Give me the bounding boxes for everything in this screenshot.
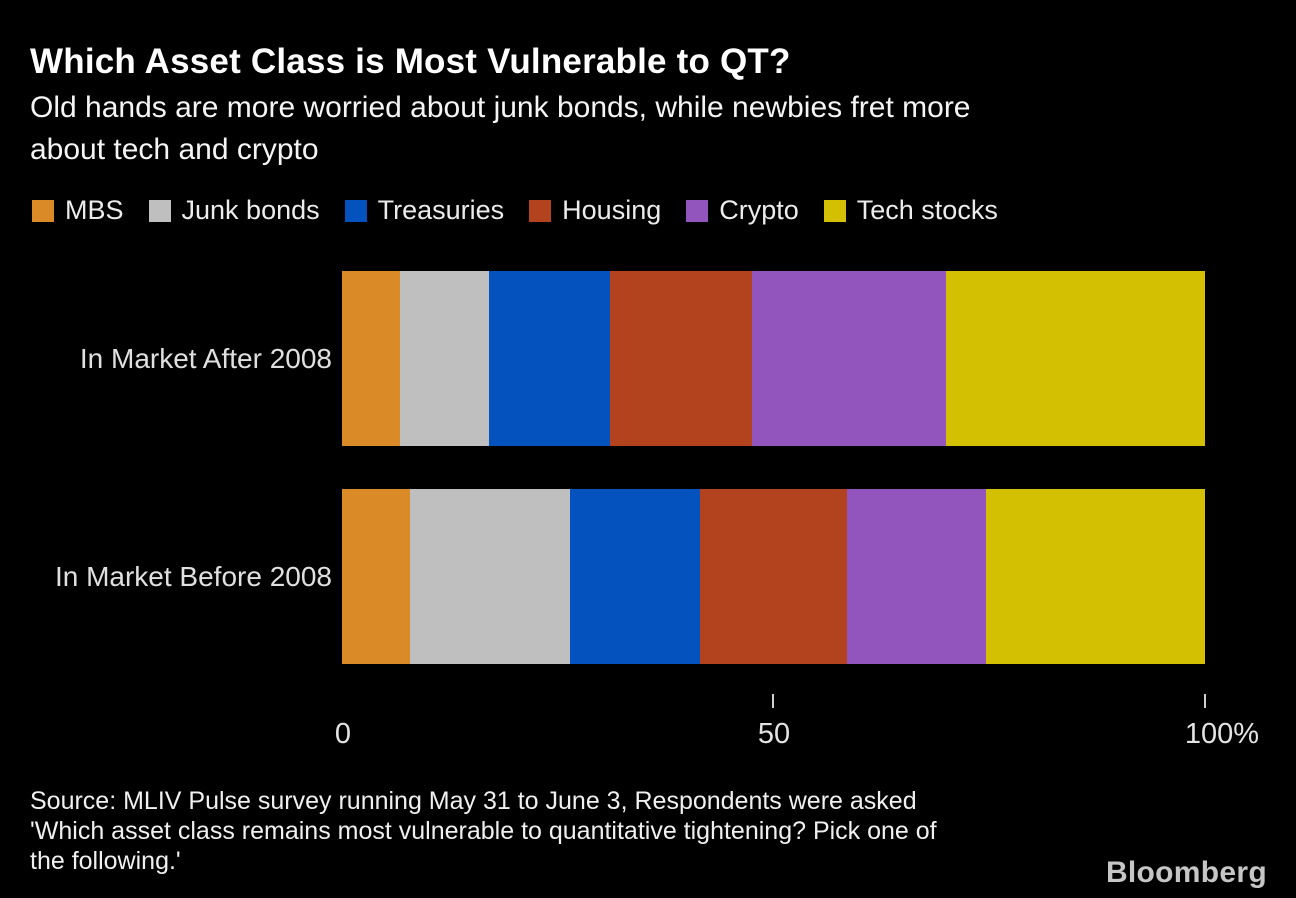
stacked-bar-after-2008	[342, 271, 1205, 446]
source-note: Source: MLIV Pulse survey running May 31…	[30, 786, 937, 876]
category-label-after-2008: In Market After 2008	[79, 343, 332, 374]
axis-label-100: 100%	[1184, 718, 1260, 750]
chart-legend: MBS Junk bonds Treasuries Housing Crypto…	[32, 195, 998, 226]
legend-swatch-housing-icon	[529, 199, 552, 222]
legend-item-junk-bonds: Junk bonds	[148, 195, 320, 226]
chart-subtitle-line-2: about tech and crypto	[30, 133, 319, 166]
legend-label-mbs: MBS	[65, 195, 124, 225]
legend-item-mbs: MBS	[32, 195, 124, 226]
bar-segment-junk-bonds	[399, 271, 489, 446]
legend-label-tech-stocks: Tech stocks	[856, 195, 998, 225]
bar-segment-tech-stocks	[985, 489, 1205, 664]
bar-segment-crypto	[751, 271, 947, 446]
legend-swatch-treasuries-icon	[344, 199, 367, 222]
category-label-before-2008: In Market Before 2008	[54, 561, 332, 592]
bloomberg-logo: Bloomberg	[1105, 856, 1267, 889]
legend-swatch-crypto-icon	[686, 199, 709, 222]
bar-segment-tech-stocks	[946, 271, 1205, 446]
legend-swatch-tech-stocks-icon	[823, 199, 846, 222]
axis-tick-50	[772, 694, 774, 708]
source-note-line-1: Source: MLIV Pulse survey running May 31…	[30, 787, 917, 815]
legend-label-crypto: Crypto	[719, 195, 799, 225]
legend-item-tech-stocks: Tech stocks	[823, 195, 998, 226]
legend-swatch-junk-bonds-icon	[148, 199, 171, 222]
legend-label-housing: Housing	[562, 195, 662, 225]
source-note-line-3: the following.'	[30, 847, 181, 875]
legend-label-junk-bonds: Junk bonds	[181, 195, 320, 225]
bar-segment-housing	[700, 489, 847, 664]
legend-swatch-mbs-icon	[32, 199, 54, 222]
bar-segment-treasuries	[569, 489, 701, 664]
chart-subtitle-line-1: Old hands are more worried about junk bo…	[30, 91, 971, 124]
bar-segment-mbs	[342, 489, 411, 664]
legend-item-housing: Housing	[529, 195, 661, 226]
legend-item-crypto: Crypto	[686, 195, 799, 226]
bar-segment-crypto	[846, 489, 986, 664]
bar-segment-housing	[610, 271, 752, 446]
chart-subtitle: Old hands are more worried about junk bo…	[30, 87, 971, 171]
stacked-bar-before-2008	[342, 489, 1205, 664]
legend-label-treasuries: Treasuries	[377, 195, 505, 225]
page-title: Which Asset Class is Most Vulnerable to …	[30, 42, 791, 81]
axis-label-0: 0	[334, 718, 352, 750]
legend-item-treasuries: Treasuries	[344, 195, 505, 226]
bar-segment-junk-bonds	[410, 489, 570, 664]
source-note-line-2: 'Which asset class remains most vulnerab…	[30, 817, 937, 845]
bar-segment-mbs	[342, 271, 400, 446]
bar-segment-treasuries	[488, 271, 611, 446]
axis-label-50: 50	[757, 718, 791, 750]
axis-tick-100	[1204, 694, 1206, 708]
